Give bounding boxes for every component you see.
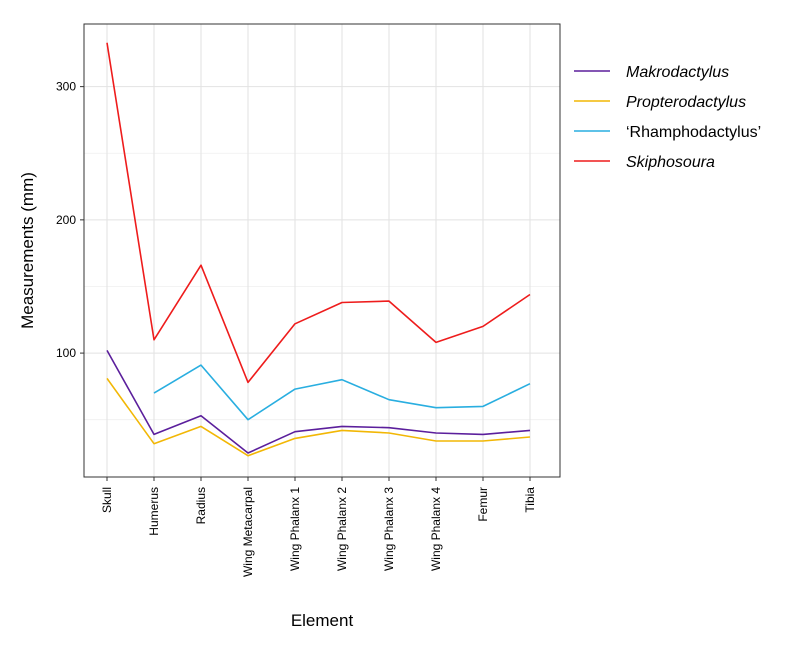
- series-line: [106, 350, 531, 454]
- grid-lines: [84, 24, 560, 477]
- plot-panel-border: [83, 23, 561, 478]
- y-tick-label: 200: [56, 213, 76, 227]
- legend-label: Makrodactylus: [626, 64, 729, 81]
- x-tick-label: Wing Phalanx 3: [382, 487, 396, 571]
- x-tick-label: Humerus: [147, 487, 161, 536]
- y-axis-title: Measurements (mm): [18, 172, 37, 329]
- series-line: [153, 364, 531, 421]
- x-axis-title: Element: [291, 611, 354, 630]
- series-line: [106, 42, 531, 384]
- legend-label: Skiphosoura: [626, 154, 715, 171]
- y-axis-ticks: 100 200 300: [56, 80, 84, 360]
- x-tick-label: Wing Metacarpal: [241, 487, 255, 577]
- x-tick-label: Femur: [476, 487, 490, 522]
- y-tick-label: 100: [56, 346, 76, 360]
- x-tick-label: Radius: [194, 487, 208, 524]
- legend-label: ‘Rhamphodactylus’: [626, 124, 761, 141]
- series-lines: [106, 42, 531, 457]
- y-tick-label: 300: [56, 80, 76, 94]
- x-tick-label: Wing Phalanx 2: [335, 487, 349, 571]
- x-tick-label: Wing Phalanx 4: [429, 487, 443, 571]
- x-tick-label: Wing Phalanx 1: [288, 487, 302, 571]
- legend-label: Propterodactylus: [626, 94, 746, 111]
- legend: Makrodactylus Propterodactylus ‘Rhamphodac…: [574, 64, 761, 171]
- series-line: [106, 377, 531, 457]
- x-tick-label: Tibia: [523, 487, 537, 513]
- x-tick-label: Skull: [100, 487, 114, 513]
- x-axis-ticks: Skull Humerus Radius Wing Metacarpal Wing Ph…: [100, 477, 537, 577]
